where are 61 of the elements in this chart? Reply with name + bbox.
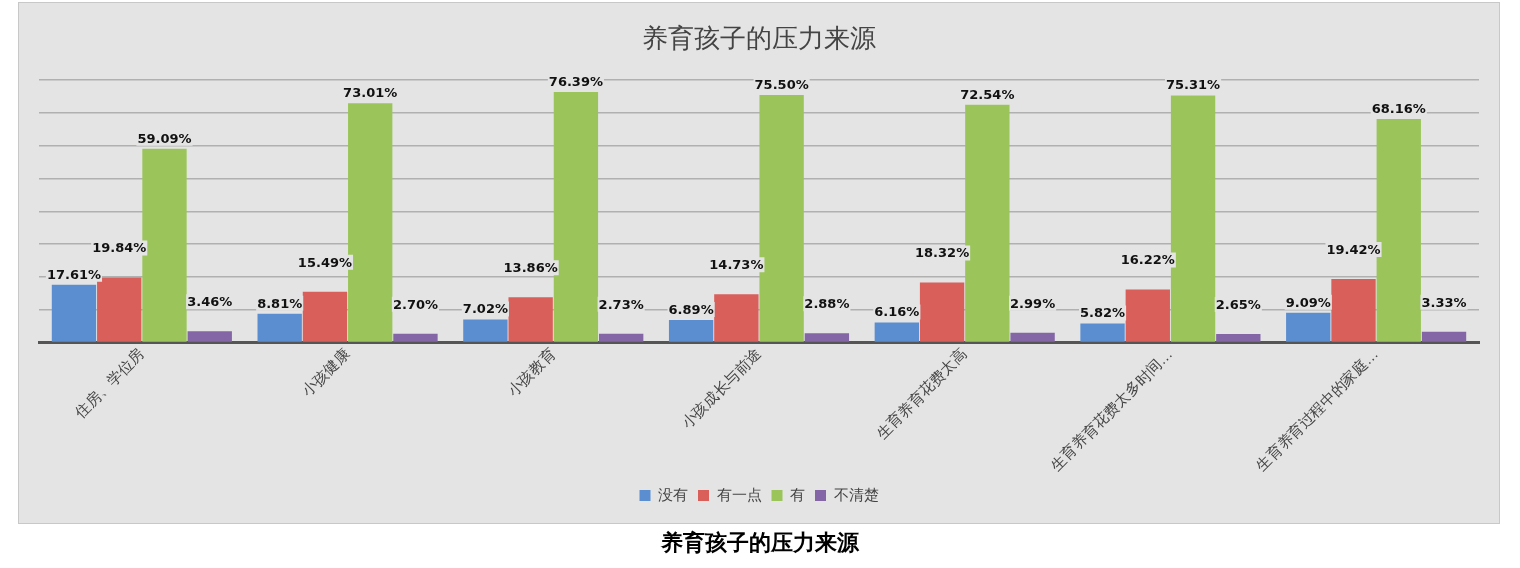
data-label: 2.70% <box>392 296 439 312</box>
x-tick-label: 生育养育花费太高 <box>872 344 970 442</box>
x-tick-label: 小孩成长与前途 <box>677 344 765 432</box>
data-label: 9.09% <box>1285 294 1331 310</box>
text: 养育孩子的压力来源 <box>660 529 860 557</box>
bar <box>257 313 302 342</box>
bar <box>1331 278 1376 342</box>
bar <box>599 333 644 342</box>
legend-label: 不清楚 <box>833 485 879 503</box>
data-label: 75.50% <box>754 76 809 92</box>
bar <box>714 294 759 342</box>
data-label: 5.82% <box>1079 305 1126 321</box>
bar <box>1125 289 1170 342</box>
legend-label: 有 <box>790 485 805 503</box>
data-label: 3.33% <box>1421 294 1467 310</box>
bar <box>1286 312 1331 342</box>
chart-title: 养育孩子的压力来源 <box>642 23 876 54</box>
data-label: 75.31% <box>1165 77 1221 93</box>
bar <box>1421 331 1467 342</box>
data-label: 3.46% <box>187 294 233 310</box>
data-label: 2.88% <box>804 296 850 312</box>
data-label: 68.16% <box>1371 100 1426 116</box>
bar <box>302 291 348 342</box>
legend-label: 有一点 <box>716 485 762 503</box>
data-label: 18.32% <box>915 245 970 261</box>
data-label: 2.65% <box>1215 296 1261 312</box>
data-label: 13.86% <box>503 260 558 276</box>
data-label: 73.01% <box>343 85 398 100</box>
bar <box>187 331 232 342</box>
bar <box>1216 333 1261 342</box>
x-tick-label: 生育养育过程中的家庭… <box>1252 344 1382 474</box>
data-label: 19.84% <box>92 240 147 256</box>
x-tick-label: 生育养育花费太多时间… <box>1046 344 1176 474</box>
data-label: 14.73% <box>709 257 764 273</box>
x-tick-label: 小孩教育 <box>503 344 559 400</box>
data-label: 15.49% <box>297 254 353 270</box>
bar <box>874 322 920 342</box>
x-tick-label: 住房、学位房 <box>70 344 147 422</box>
data-label: 72.54% <box>960 86 1015 102</box>
data-label: 6.89% <box>668 301 714 317</box>
bar <box>463 319 508 342</box>
data-label: 17.61% <box>46 266 102 282</box>
data-label: 16.22% <box>1120 252 1175 268</box>
data-label: 6.16% <box>874 304 920 320</box>
x-tick-label: 小孩健康 <box>298 344 353 400</box>
bar <box>919 282 965 342</box>
data-label: 2.73% <box>598 296 644 312</box>
data-label: 8.81% <box>257 295 303 311</box>
data-label: 59.09% <box>137 130 192 146</box>
bar <box>393 333 438 342</box>
bar <box>668 320 714 342</box>
data-label: 2.99% <box>1010 295 1056 311</box>
bar <box>1010 332 1055 342</box>
legend-label: 没有 <box>658 485 688 503</box>
data-label: 7.02% <box>462 301 508 317</box>
bar <box>97 277 142 342</box>
bar <box>804 333 850 342</box>
data-label: 19.42% <box>1326 241 1381 257</box>
bar <box>1080 323 1125 342</box>
bar <box>508 297 553 342</box>
data-label: 76.39% <box>548 73 603 89</box>
